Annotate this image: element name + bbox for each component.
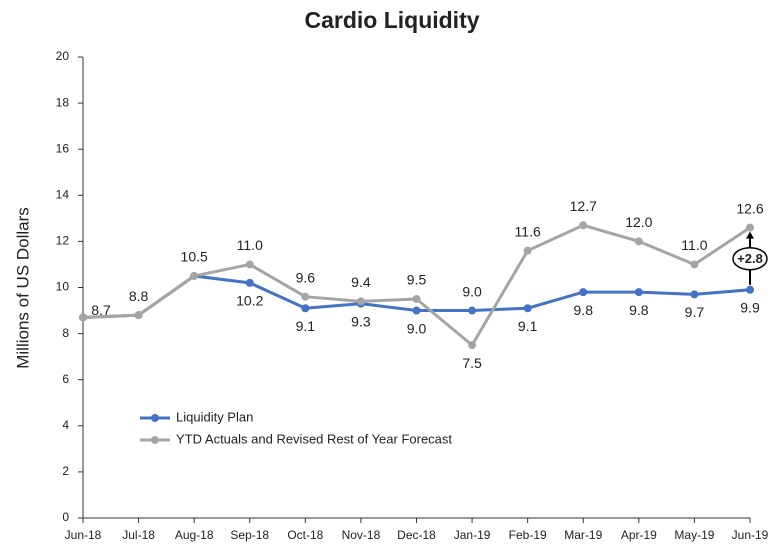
series-point (579, 288, 588, 297)
x-tick-label: Sep-18 (230, 528, 269, 542)
data-label: 10.5 (181, 249, 208, 265)
series-point (634, 237, 643, 246)
data-label: 9.4 (351, 274, 371, 290)
data-label: 11.6 (515, 223, 541, 239)
y-tick-label: 10 (56, 280, 70, 294)
series-point (746, 285, 754, 294)
data-label: 9.5 (407, 272, 427, 288)
series-point (690, 260, 699, 269)
data-label: 9.0 (462, 283, 482, 299)
data-label: 7.5 (462, 355, 482, 371)
data-label: 10.2 (236, 293, 263, 309)
series-point (523, 246, 532, 255)
series-point (746, 223, 754, 232)
data-label: 11.0 (237, 237, 263, 253)
annotation-bubble (732, 246, 768, 271)
series-point (79, 313, 87, 322)
series-point (634, 288, 643, 297)
series-point (412, 306, 421, 315)
data-label: 9.0 (407, 320, 427, 336)
data-label: 9.8 (574, 302, 594, 318)
legend-marker (151, 436, 159, 444)
chart-title: Cardio Liquidity (304, 7, 479, 33)
series-point (245, 278, 254, 287)
series-point (134, 311, 143, 320)
data-label: 9.6 (296, 269, 316, 285)
series-point (412, 295, 421, 304)
series-point (301, 304, 310, 313)
x-tick-label: Jan-19 (454, 528, 491, 542)
data-label: 8.8 (129, 288, 149, 304)
x-tick-label: Oct-18 (287, 528, 323, 542)
x-tick-label: May-19 (674, 528, 714, 542)
data-label: 9.8 (629, 302, 649, 318)
data-label: 12.7 (570, 198, 597, 214)
data-label: 12.6 (736, 200, 763, 216)
data-label: 11.0 (681, 237, 707, 253)
x-tick-label: Jun-18 (65, 528, 102, 542)
x-tick-label: Aug-18 (175, 528, 214, 542)
x-tick-label: Apr-19 (621, 528, 657, 542)
legend-label: YTD Actuals and Revised Rest of Year For… (176, 431, 452, 446)
legend-label: Liquidity Plan (176, 409, 253, 424)
x-tick-label: Nov-18 (342, 528, 381, 542)
x-tick-label: Mar-19 (564, 528, 602, 542)
y-tick-label: 20 (56, 49, 70, 63)
x-tick-label: Dec-18 (397, 528, 436, 542)
annotation-text: +2.8 (737, 251, 763, 266)
series-point (245, 260, 254, 269)
x-tick-label: Jul-18 (122, 528, 155, 542)
series-point (190, 271, 199, 280)
data-label: 9.1 (296, 318, 316, 334)
series-point (468, 341, 477, 350)
data-label: 9.9 (740, 300, 760, 316)
legend-marker (151, 414, 159, 422)
data-label: 12.0 (625, 214, 652, 230)
y-axis-label: Millions of US Dollars (13, 207, 32, 369)
series-point (690, 290, 699, 299)
series-point (579, 221, 588, 230)
series-point (523, 304, 532, 313)
y-tick-label: 14 (56, 187, 70, 201)
data-label: 8.7 (91, 302, 111, 318)
data-label: 9.3 (351, 313, 371, 329)
y-tick-label: 12 (56, 234, 70, 248)
y-tick-label: 8 (62, 326, 69, 340)
data-label: 9.7 (685, 304, 705, 320)
y-tick-label: 4 (62, 418, 69, 432)
x-tick-label: Feb-19 (509, 528, 547, 542)
x-tick-label: Jun-19 (732, 528, 769, 542)
y-tick-label: 18 (56, 95, 70, 109)
annotation-arrowhead (746, 231, 754, 239)
series-point (301, 292, 310, 301)
y-tick-label: 6 (62, 372, 69, 386)
data-label: 9.1 (518, 318, 538, 334)
y-tick-label: 2 (62, 464, 69, 478)
series-point (468, 306, 477, 315)
series-point (356, 297, 365, 306)
y-tick-label: 16 (56, 141, 70, 155)
y-tick-label: 0 (62, 510, 69, 524)
